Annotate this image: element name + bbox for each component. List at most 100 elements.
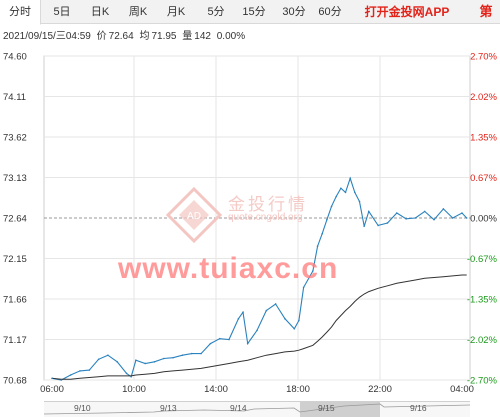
y-tick-label: 73.62 — [3, 133, 27, 144]
navigator-sparkline — [44, 403, 470, 415]
price-point — [423, 210, 426, 213]
y-pct-tick-label: 0.67% — [470, 173, 497, 184]
price-point — [340, 187, 342, 190]
y-tick-label: 72.64 — [3, 214, 27, 225]
watermark-brand: 金投行情 — [228, 195, 308, 214]
y-pct-tick-label: -1.35% — [467, 295, 498, 306]
tab-intraday[interactable]: 分时 — [0, 0, 41, 25]
price-point — [69, 374, 72, 376]
price-point — [144, 362, 146, 365]
price-point — [330, 205, 333, 208]
navigator-label: 9/15 — [318, 403, 335, 413]
x-tick-label: 14:00 — [204, 384, 228, 395]
price-point — [274, 303, 277, 305]
price-point — [316, 245, 319, 247]
period-tabs: 分时 5日 日K 周K 月K 5分 15分 30分 60分 打开金投网APP 第 — [0, 0, 500, 25]
open-app-link[interactable]: 打开金投网APP — [364, 5, 450, 19]
price-point — [326, 218, 328, 221]
price-point — [284, 318, 286, 320]
price-point — [190, 352, 193, 355]
price-point — [256, 329, 258, 332]
y-tick-label: 71.66 — [3, 295, 27, 306]
price-point — [97, 358, 100, 361]
navigator-label: 9/14 — [230, 403, 247, 413]
price-point — [312, 270, 314, 272]
price-value: 72.64 — [108, 31, 134, 42]
tab-monthly-k[interactable]: 月K — [166, 6, 186, 18]
quote-info-bar: 2021/09/15/三04:59 价 72.64 均 71.95 量 142 0.0… — [3, 27, 248, 42]
price-point — [79, 370, 81, 372]
price-point — [209, 342, 212, 345]
price-point — [368, 210, 370, 213]
price-point — [465, 217, 468, 219]
intraday-chart[interactable]: 74.60 2.70% 74.11 2.02% 73.62 1.35% 73.13 0.67%… — [0, 40, 500, 402]
price-point — [265, 309, 268, 312]
price-point — [302, 286, 305, 289]
navigator-label: 9/16 — [410, 403, 427, 413]
price-point — [414, 217, 417, 219]
price-point — [395, 212, 398, 214]
price-point — [344, 191, 347, 194]
time-navigator[interactable] — [44, 401, 470, 417]
y-pct-tick-label: 1.35% — [470, 133, 497, 144]
price-point — [88, 369, 91, 371]
price-point — [135, 359, 137, 361]
price-point — [451, 217, 454, 219]
y-tick-label: 70.68 — [3, 376, 27, 387]
y-pct-tick-label: 2.02% — [470, 92, 497, 103]
price-point — [461, 212, 463, 214]
y-pct-tick-label: -2.70% — [467, 376, 498, 387]
y-tick-label: 74.60 — [3, 52, 27, 63]
price-point — [386, 222, 389, 224]
y-pct-tick-label: -0.67% — [467, 254, 498, 265]
price-point — [107, 354, 109, 357]
price-point — [228, 338, 230, 341]
price-point — [363, 225, 365, 228]
price-point — [181, 354, 184, 357]
price-point — [130, 375, 133, 378]
tab-extra[interactable]: 第 — [479, 4, 493, 19]
price-point — [218, 337, 221, 340]
tab-weekly-k[interactable]: 周K — [128, 6, 148, 18]
price-point — [335, 195, 338, 198]
x-tick-label: 18:00 — [286, 384, 310, 395]
price-point — [51, 377, 53, 380]
price-point — [354, 191, 356, 194]
y-tick-label: 72.15 — [3, 254, 27, 265]
y-pct-tick-label: -2.02% — [467, 335, 498, 346]
price-point — [433, 218, 435, 221]
price-point — [200, 352, 202, 355]
tab-15min[interactable]: 15分 — [242, 6, 266, 18]
watermark-site: quote.cngold.org — [228, 212, 303, 223]
price-point — [293, 327, 296, 330]
tab-60min[interactable]: 60分 — [318, 6, 342, 18]
price-point — [358, 200, 361, 203]
x-tick-label: 04:00 — [450, 384, 474, 395]
price-point — [246, 342, 249, 345]
price-point — [172, 356, 174, 359]
tab-5day[interactable]: 5日 — [53, 6, 71, 18]
y-tick-label: 71.17 — [3, 335, 27, 346]
price-point — [242, 311, 244, 314]
watermark-logo-icon: AD — [165, 186, 223, 244]
price-point — [163, 357, 165, 360]
price-point — [153, 361, 156, 363]
watermark-overlay-text: www.tuiaxc.cn — [118, 252, 339, 285]
volume-value: 142 — [194, 31, 211, 42]
tab-30min[interactable]: 30分 — [282, 6, 306, 18]
quote-datetime: 2021/09/15/三04:59 — [3, 31, 91, 42]
y-tick-label: 73.13 — [3, 173, 27, 184]
x-tick-label: 10:00 — [122, 384, 146, 395]
price-point — [60, 379, 63, 381]
tab-5min[interactable]: 5分 — [207, 6, 225, 18]
average-line — [51, 274, 467, 380]
avg-label: 均 — [139, 31, 150, 42]
price-point — [116, 361, 119, 363]
tab-daily-k[interactable]: 日K — [90, 6, 110, 18]
navigator-selection[interactable] — [300, 402, 380, 417]
navigator-label: 9/10 — [74, 403, 91, 413]
y-pct-tick-label: 0.00% — [470, 214, 497, 225]
watermark-logo-text: AD — [187, 211, 201, 222]
x-tick-label: 06:00 — [40, 384, 64, 395]
price-point — [442, 208, 445, 210]
